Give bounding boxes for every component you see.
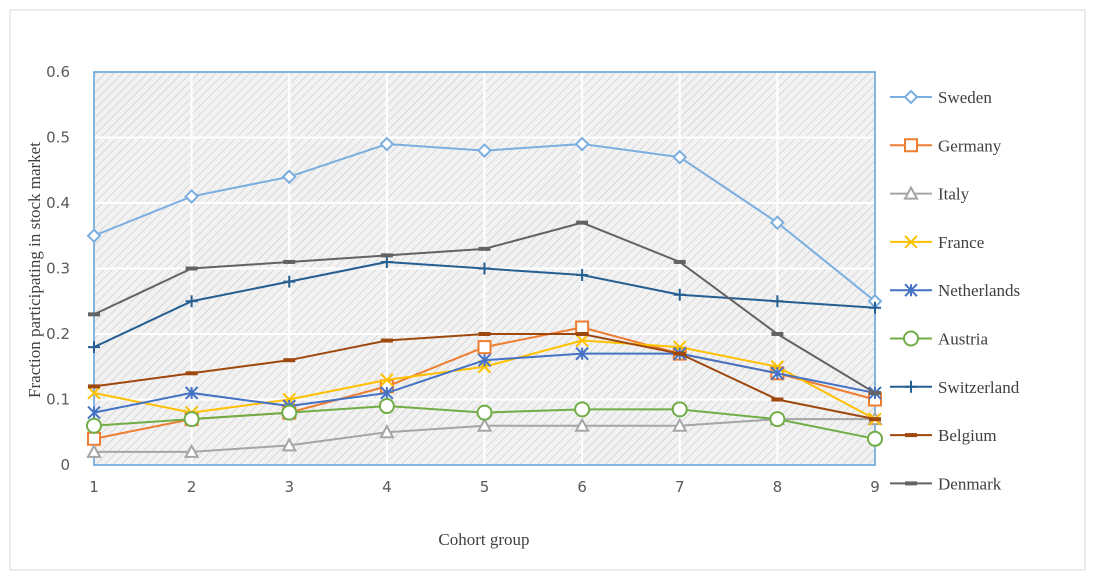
- marker: [769, 215, 785, 231]
- x-tick-label: 8: [773, 478, 783, 496]
- marker: [672, 149, 688, 165]
- marker: [281, 404, 298, 421]
- y-tick-label: 0.1: [46, 391, 70, 409]
- marker: [185, 295, 198, 308]
- marker: [769, 411, 786, 428]
- marker: [183, 443, 200, 458]
- marker: [478, 262, 491, 275]
- marker: [770, 360, 785, 374]
- x-tick-label: 2: [187, 478, 197, 496]
- marker: [770, 366, 785, 381]
- y-tick-label: 0.3: [46, 260, 70, 278]
- plot-frame: [93, 71, 876, 466]
- marker: [574, 136, 590, 152]
- x-tick-label: 3: [284, 478, 294, 496]
- y-axis-label: Fraction participating in stock market: [25, 142, 44, 398]
- marker: [575, 333, 589, 348]
- marker: [183, 411, 200, 428]
- legend-label: Austria: [938, 330, 989, 349]
- x-tick-label: 4: [382, 478, 392, 496]
- y-tick-label: 0.4: [46, 194, 70, 212]
- marker: [86, 417, 102, 434]
- marker: [903, 185, 919, 200]
- legend-label: Denmark: [938, 474, 1002, 493]
- legend-label: France: [938, 233, 984, 252]
- marker: [867, 430, 883, 447]
- marker: [380, 373, 394, 387]
- marker: [86, 228, 102, 244]
- marker: [904, 138, 918, 153]
- y-tick-label: 0.6: [46, 63, 70, 81]
- marker: [673, 288, 686, 301]
- x-tick-label: 6: [577, 478, 587, 496]
- x-tick-label: 7: [675, 478, 685, 496]
- x-tick-label: 9: [870, 478, 880, 496]
- marker: [476, 404, 493, 421]
- marker: [282, 392, 296, 407]
- marker: [380, 255, 393, 268]
- marker: [477, 360, 492, 374]
- marker: [380, 386, 394, 400]
- marker: [88, 341, 100, 354]
- marker: [86, 443, 102, 458]
- marker: [671, 401, 688, 418]
- marker: [905, 380, 917, 393]
- marker: [574, 401, 591, 418]
- marker: [869, 301, 881, 314]
- marker: [574, 417, 590, 432]
- marker: [771, 295, 784, 308]
- marker: [903, 330, 919, 347]
- y-tick-label: 0.2: [46, 325, 70, 343]
- marker: [903, 89, 919, 105]
- marker: [476, 417, 493, 432]
- marker: [575, 346, 589, 361]
- marker: [87, 386, 101, 400]
- x-tick-label: 5: [480, 478, 490, 496]
- marker: [673, 340, 687, 354]
- marker: [379, 136, 395, 152]
- marker: [283, 275, 296, 288]
- marker: [378, 398, 395, 415]
- x-tick-label: 1: [89, 478, 99, 496]
- marker: [904, 235, 918, 249]
- x-axis-label: Cohort group: [438, 530, 529, 549]
- marker: [477, 353, 492, 367]
- marker: [184, 386, 199, 400]
- marker: [672, 417, 688, 432]
- legend-label: Italy: [938, 185, 970, 204]
- marker: [576, 269, 589, 282]
- legend-label: Switzerland: [938, 378, 1020, 397]
- marker: [281, 437, 297, 452]
- marker: [477, 143, 492, 159]
- marker: [904, 283, 918, 297]
- marker: [477, 340, 492, 355]
- marker: [87, 431, 101, 446]
- marker: [184, 189, 200, 204]
- marker: [379, 424, 395, 439]
- legend-label: Belgium: [938, 426, 997, 445]
- y-tick-label: 0: [60, 456, 70, 474]
- marker: [281, 169, 297, 185]
- legend-label: Sweden: [938, 88, 992, 107]
- marker: [87, 405, 101, 420]
- legend-label: Germany: [938, 136, 1002, 155]
- marker: [575, 320, 590, 335]
- y-tick-label: 0.5: [46, 129, 70, 147]
- legend-label: Netherlands: [938, 281, 1020, 300]
